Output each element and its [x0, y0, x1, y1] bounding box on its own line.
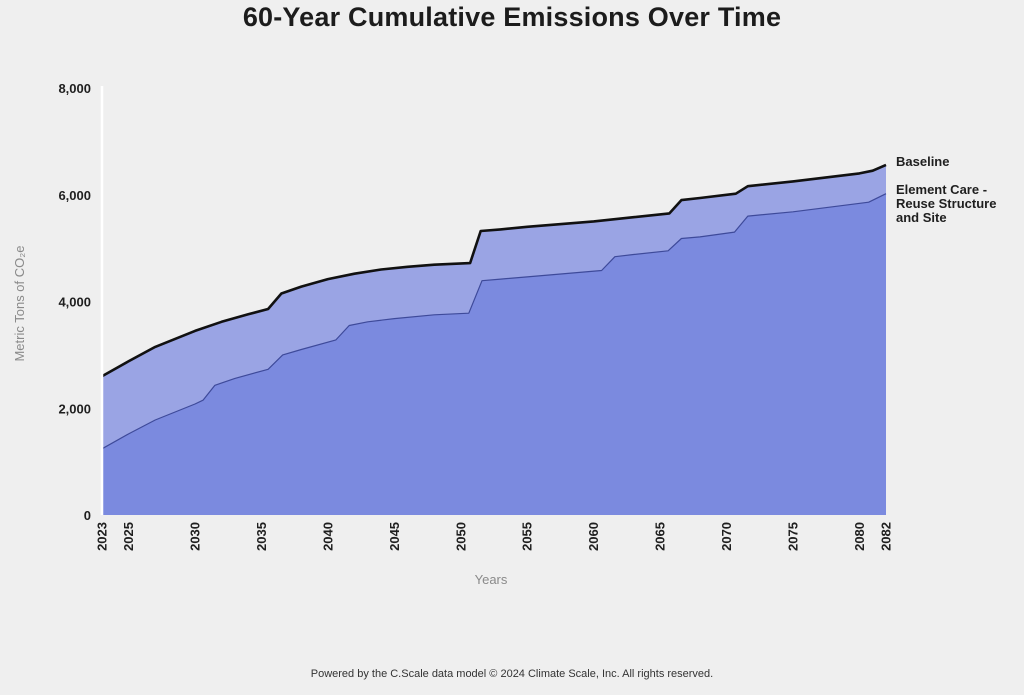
x-tick-label: 2070 [719, 522, 734, 551]
y-tick-label: 2,000 [58, 401, 91, 416]
x-tick-label: 2055 [520, 522, 535, 551]
y-tick-label: 4,000 [58, 295, 91, 310]
series-line-1 [101, 193, 887, 450]
series-label-0: Baseline [896, 154, 949, 169]
copyright-footer: Powered by the C.Scale data model © 2024… [310, 668, 714, 680]
series-area-1 [102, 193, 886, 515]
x-tick-label: 2035 [254, 522, 269, 551]
series-line-0 [101, 163, 887, 378]
x-tick-label: 2023 [95, 522, 110, 551]
series-areas [101, 163, 887, 515]
x-tick-label: 2040 [320, 522, 335, 551]
y-tick-label: 6,000 [58, 188, 91, 203]
x-tick-label: 2060 [586, 522, 601, 551]
x-tick-label: 2082 [879, 522, 894, 551]
y-axis-title: Metric Tons of CO₂e [12, 245, 27, 361]
x-tick-label: 2080 [852, 522, 867, 551]
series-labels: Baseline Element Care -Reuse Structure and… [896, 154, 996, 225]
y-tick-label: 0 [84, 508, 91, 523]
x-tick-label: 2065 [653, 522, 668, 551]
x-tick-label: 2050 [453, 522, 468, 551]
x-tick-label: 2025 [121, 522, 136, 551]
y-tick-label: 8,000 [58, 81, 91, 96]
x-tick-label: 2045 [387, 522, 402, 551]
x-tick-label: 2075 [786, 522, 801, 551]
x-axis-title: Years [475, 572, 508, 587]
chart-title: 60-Year Cumulative Emissions Over Time [242, 2, 782, 32]
y-tick-labels: 0 2,000 4,000 6,000 8,000 [58, 81, 91, 523]
x-tick-labels: 2023 2025 2030 2035 2040 2045 2050 2055 2060 2065… [95, 522, 894, 551]
x-tick-label: 2030 [188, 522, 203, 551]
series-label-1: Element Care -Reuse Structure and Site [896, 182, 996, 225]
